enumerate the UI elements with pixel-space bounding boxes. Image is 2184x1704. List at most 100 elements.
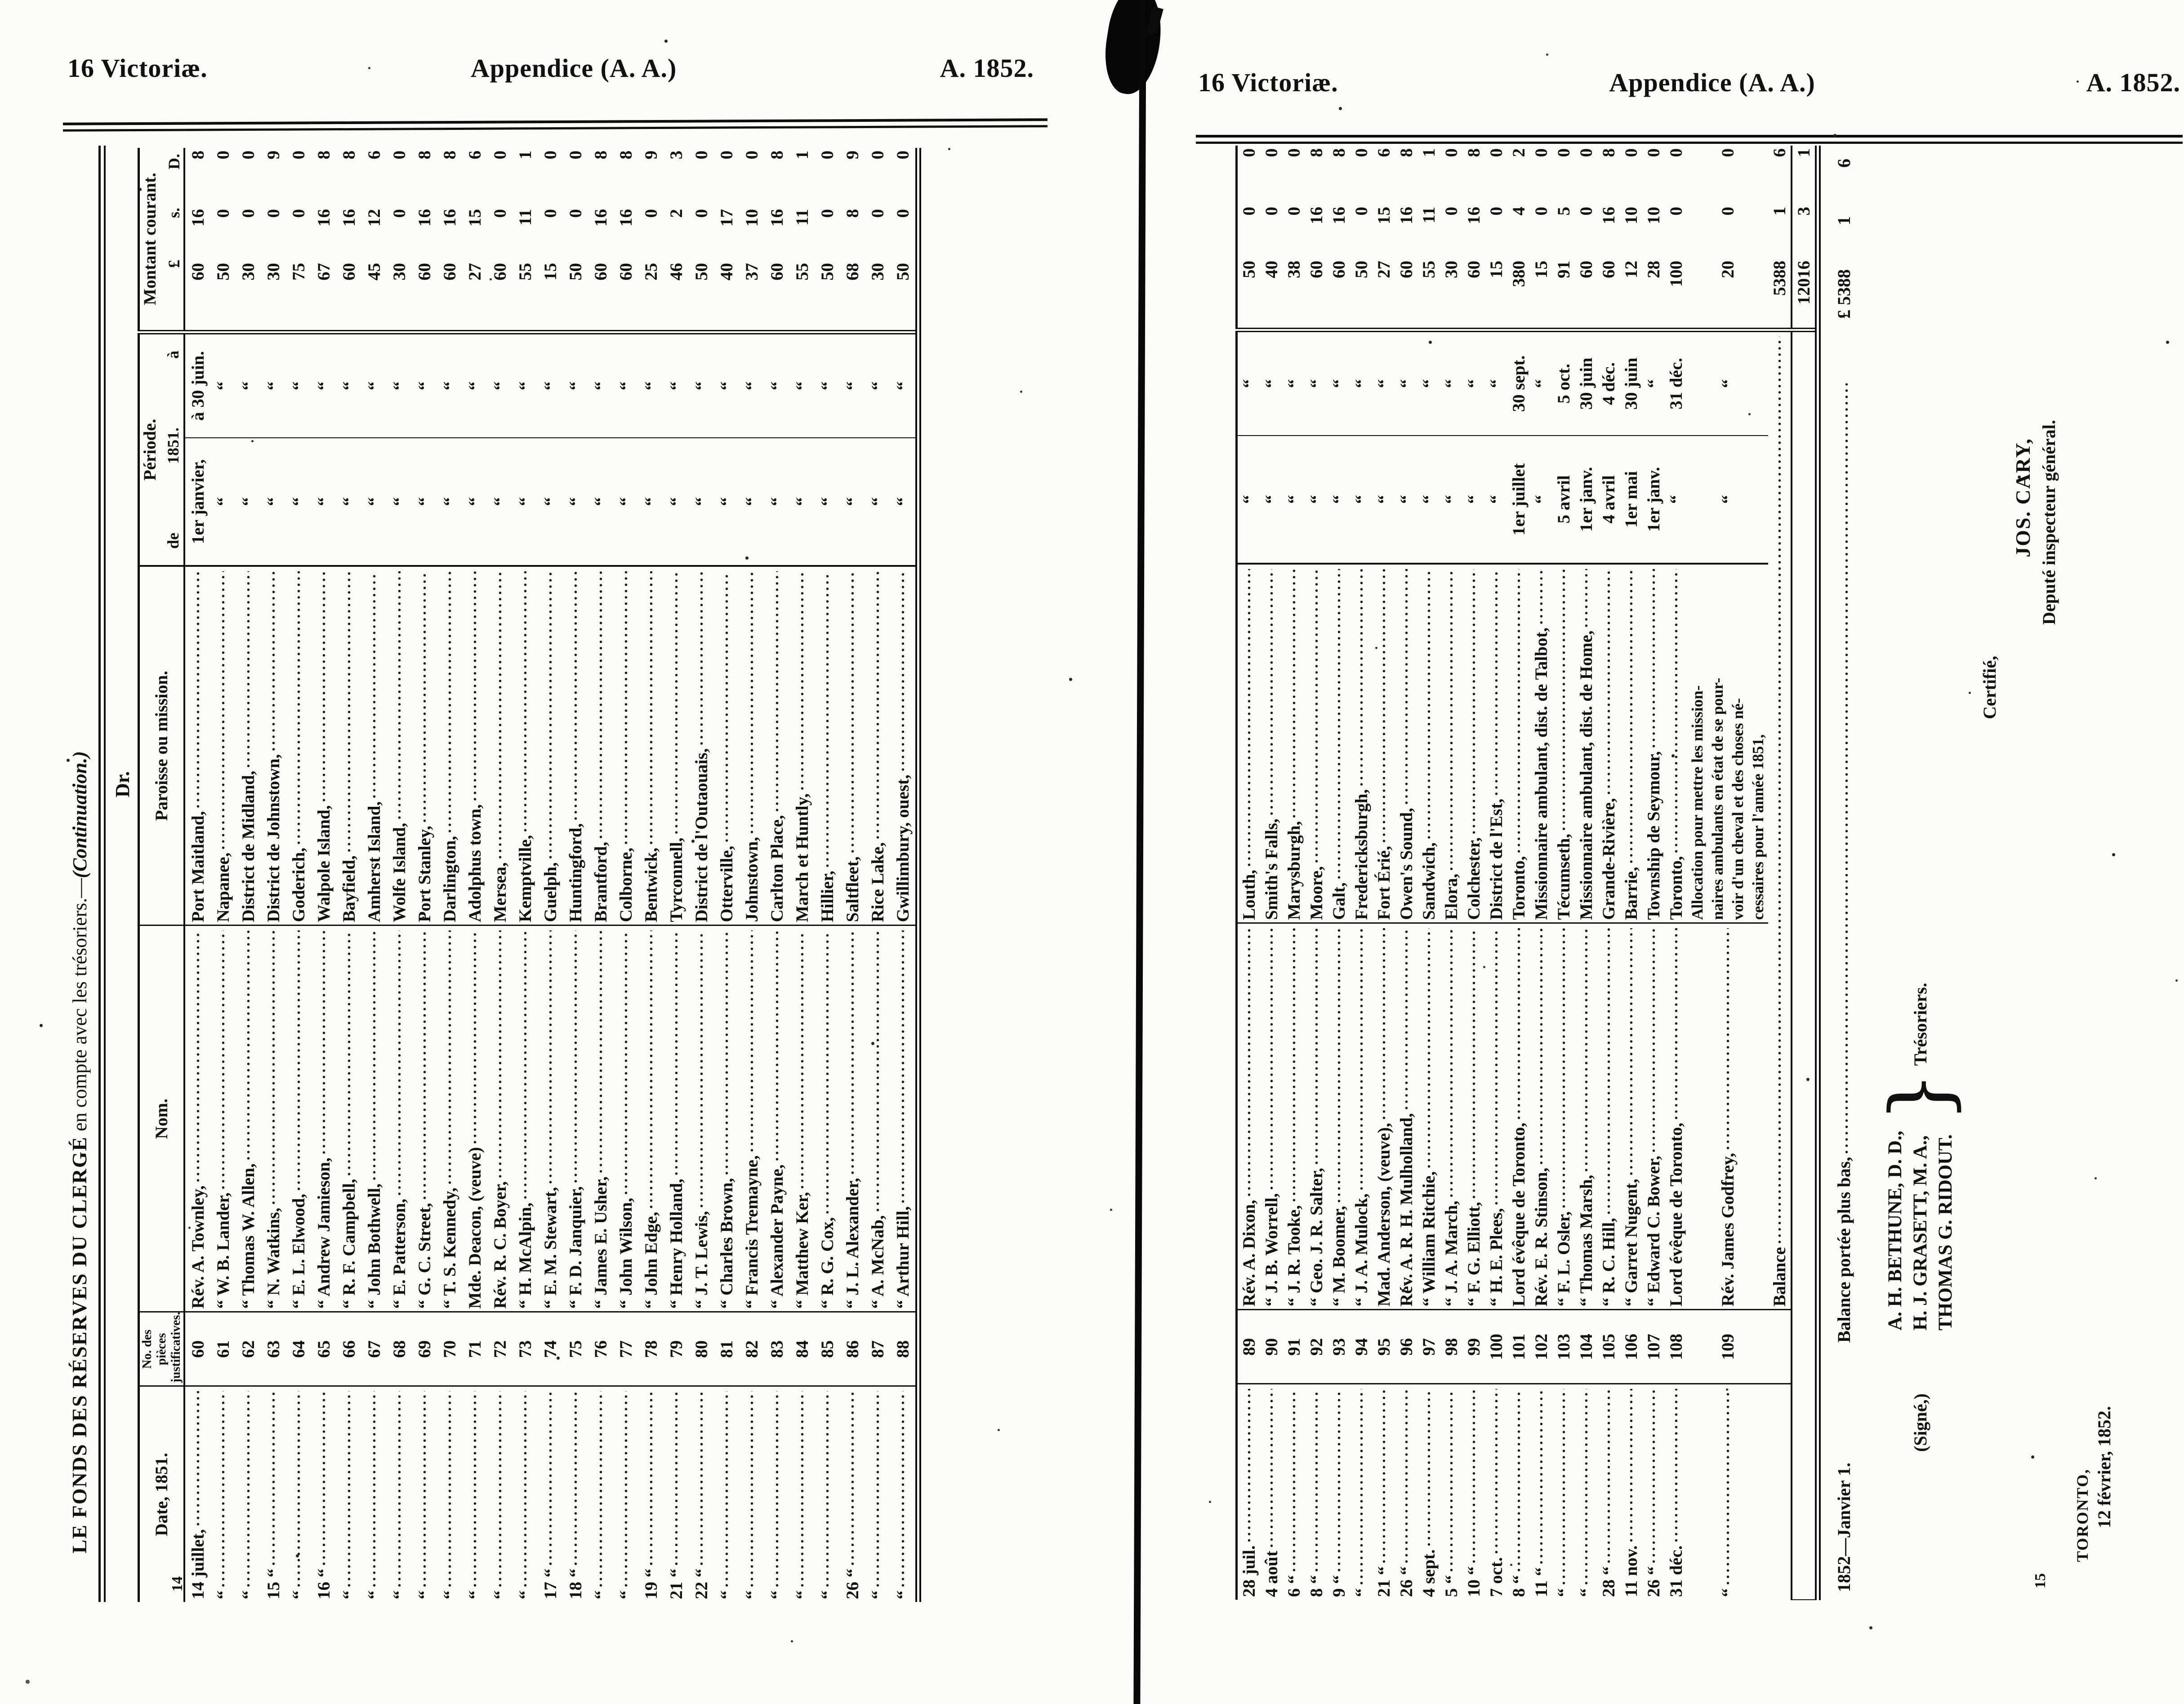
cell-par: Huntingford, (563, 566, 588, 925)
cell-l: 50 (893, 263, 913, 280)
table-row: “109 Rév. James Godfrey, Allocation pour m… (1687, 146, 1768, 1600)
cell-l: 5388 (1769, 261, 1789, 296)
cell-s: 0 (1576, 207, 1596, 216)
cell-a: “ (1440, 330, 1462, 436)
cell-no: 85 (815, 1312, 840, 1386)
cell-d: 0 (389, 150, 409, 160)
cell-de: 1er janvier, (188, 459, 208, 544)
dotted-leader (245, 930, 252, 1162)
dotted-leader (245, 1391, 252, 1589)
dotted-leader (1538, 569, 1545, 626)
cell-d: 0 (540, 150, 560, 160)
signatory-2: H. J. GRASETT, M. A., (1909, 1135, 1931, 1330)
cell-par: Grande-Rivière, (1597, 564, 1620, 923)
dotted-leader (798, 1391, 806, 1589)
cell-d: 1 (515, 150, 535, 160)
table-row: “104 “ Thomas Marsh, Missionnaire ambulant… (1575, 146, 1597, 1600)
dotted-leader (1650, 928, 1657, 1154)
cell-nom: “ F. L. Osler, (1552, 923, 1575, 1310)
cell-date: “ (513, 1386, 538, 1602)
dotted-leader (320, 571, 327, 804)
dotted-leader (295, 930, 302, 1192)
binding-gutter-line (1133, 0, 1146, 1704)
cell-par: Kemptville, (513, 566, 538, 925)
cell-l: 60 (415, 263, 434, 280)
cell-no: 83 (764, 1312, 789, 1386)
dotted-leader (1560, 1389, 1567, 1587)
cell-a: “ (462, 332, 487, 438)
cell-a: 30 juin (1575, 330, 1597, 436)
montant-title: Montant courant. (140, 173, 160, 305)
cell-a: 31 déc. (1665, 330, 1687, 436)
cell-nom: “ J. T. Lewis, (689, 925, 714, 1312)
dotted-leader (748, 571, 755, 835)
dotted-leader (1582, 928, 1590, 1173)
cell-nom: “ A. McNab, (865, 925, 890, 1312)
cell-d: 0 (289, 150, 308, 160)
cell-l: 55 (1419, 261, 1439, 278)
cell-s: 17 (717, 209, 736, 227)
cell-no: 101 (1507, 1310, 1530, 1384)
cell-a: “ (1328, 330, 1350, 436)
cell-d: 0 (742, 150, 762, 160)
cell-a: “ (1687, 330, 1768, 436)
cell-no: 78 (638, 1312, 664, 1386)
table-row: “61 “ W. B. Lander, Napanee, ““50 0 0 (210, 148, 236, 1602)
cell-no: 80 (689, 1312, 714, 1386)
cell-nom: “ Edward C. Bower, (1642, 923, 1665, 1310)
cell-s: 0 (1486, 207, 1506, 216)
cell-de: “ (1396, 495, 1416, 504)
cell-date: “ (739, 1386, 764, 1602)
cell-no: 68 (387, 1312, 412, 1386)
dotted-leader (1448, 928, 1455, 1199)
dotted-leader (1582, 1389, 1590, 1587)
cell-d: 0 (490, 150, 510, 160)
cell-a: “ (336, 332, 361, 438)
cell-s: 0 (540, 209, 560, 218)
dotted-leader (647, 930, 655, 1210)
cell-l: 15 (540, 263, 560, 280)
cell-s: 16 (1306, 207, 1326, 224)
dotted-leader (446, 1391, 453, 1589)
cell-nom: Rév. R. C. Boyer, (487, 925, 513, 1312)
cell-a: “ (588, 332, 613, 438)
cell-d: 8 (188, 150, 208, 160)
cell-nom: “ F. G. Elliott, (1462, 923, 1485, 1310)
table-row: 26 “86 “ J. L. Alexander, Saltfleet, “ “ 68 8 9 (840, 148, 865, 1602)
cell-de: “ (566, 497, 585, 506)
cell-date: “ (412, 1386, 437, 1602)
cell-s: 10 (1644, 207, 1663, 224)
pounds-label: £ (165, 260, 183, 268)
col-header-no-line2: pièces (154, 1333, 169, 1366)
caption-rule (98, 146, 106, 1602)
cell-no: 84 (789, 1312, 815, 1386)
cell-no: 102 (1530, 1310, 1552, 1384)
cell-a: “ (1373, 330, 1395, 436)
table-row: “67 “ John Bothwell, Amherst Island, ““45 12… (361, 148, 387, 1602)
cell-de: “ (339, 497, 359, 506)
cell-no: 105 (1597, 1310, 1620, 1384)
cell-s: 5 (1554, 207, 1573, 216)
table-row: 28 “105 “ R. C. Hill, Grande-Rivière, 4 avr… (1597, 146, 1620, 1600)
cell-l: 75 (289, 263, 308, 280)
cell-d: 0 (893, 150, 913, 160)
cell-s: 16 (1599, 207, 1618, 224)
dotted-leader (1268, 928, 1275, 1192)
cell-d: 8 (616, 150, 636, 160)
dotted-leader (1627, 1389, 1635, 1544)
dotted-leader (1515, 569, 1522, 854)
running-head-right: 16 Victoriæ. Appendice (A. A.) A. 1852. (1198, 67, 2180, 98)
cell-nom: “ J. A. March, (1440, 923, 1462, 1310)
cell-nom: “ William Ritchie, (1417, 923, 1440, 1310)
table-row: “85 “ R. G. Cox, Hillier, ““50 0 0 (815, 148, 840, 1602)
periode-year-label: 1851. (164, 427, 182, 464)
cell-nom: Mde. Deacon, (veuve) (462, 925, 487, 1312)
cell-nom: “ John Wilson, (613, 925, 638, 1312)
cell-d: 0 (1718, 148, 1738, 157)
cell-nom: “ R. F. Campbell, (336, 925, 361, 1312)
cell-a: “ (1462, 330, 1485, 436)
cell-par: Otterville, (714, 566, 739, 925)
cell-l: 60 (188, 263, 208, 280)
cell-nom: “ T. S. Kennedy, (437, 925, 462, 1312)
table-row: “87 “ A. McNab, Rice Lake, ““30 0 0 (865, 148, 890, 1602)
